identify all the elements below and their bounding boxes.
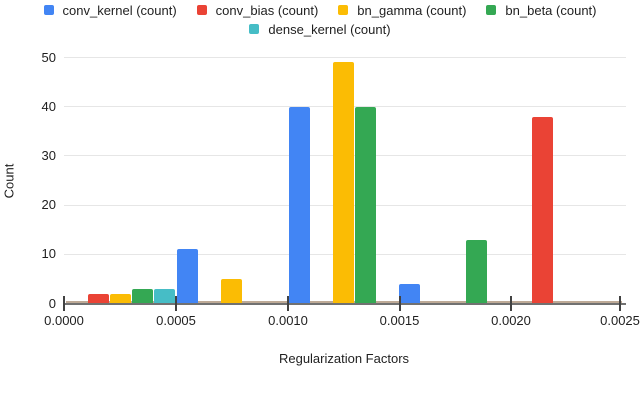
legend-swatch-bn_beta-icon bbox=[486, 5, 497, 15]
legend-label: conv_kernel (count) bbox=[62, 2, 177, 18]
legend-label: dense_kernel (count) bbox=[268, 21, 391, 37]
legend-swatch-conv_kernel-icon bbox=[43, 5, 54, 15]
bar-conv_kernel-4 bbox=[176, 249, 198, 304]
x-tick-label-0.0020: 0.0020 bbox=[491, 313, 531, 328]
bar-conv_kernel-6 bbox=[288, 106, 310, 304]
x-tick-label-0.0010: 0.0010 bbox=[268, 313, 308, 328]
x-tick-mark-0.0010 bbox=[287, 296, 289, 311]
x-tick-mark-0.0005 bbox=[175, 296, 177, 311]
bar-bn_beta-2 bbox=[131, 288, 153, 304]
x-tick-label-0.0005: 0.0005 bbox=[156, 313, 196, 328]
y-tick-label-40: 40 bbox=[41, 98, 56, 114]
bar-bn_gamma-5 bbox=[221, 278, 242, 304]
legend-row-1: conv_kernel (count) conv_bias (count) bn_g… bbox=[0, 1, 640, 19]
legend-swatch-bn_gamma-icon bbox=[338, 5, 349, 15]
y-tick-label-0: 0 bbox=[48, 295, 56, 311]
y-tick-label-10: 10 bbox=[41, 246, 56, 262]
bar-conv_kernel-9 bbox=[398, 283, 420, 304]
x-tick-label-0.0025: 0.0025 bbox=[600, 313, 640, 328]
x-tick-mark-0.0020 bbox=[510, 296, 512, 311]
x-tick-label-0.0015: 0.0015 bbox=[379, 313, 420, 328]
bar-dense_kernel-3 bbox=[153, 288, 175, 304]
bar-bn_gamma-1 bbox=[110, 293, 131, 304]
x-tick-mark-0.0025 bbox=[619, 296, 621, 311]
legend-item-dense_kernel: dense_kernel (count) bbox=[249, 21, 391, 37]
legend-item-bn_beta: bn_beta (count) bbox=[486, 2, 597, 18]
y-axis-title: Count bbox=[1, 163, 17, 199]
legend-label: bn_beta (count) bbox=[505, 2, 597, 18]
legend-item-bn_gamma: bn_gamma (count) bbox=[338, 3, 466, 18]
legend-item-conv_bias: conv_bias (count) bbox=[196, 2, 319, 18]
legend-item-conv_kernel: conv_kernel (count) bbox=[43, 2, 177, 18]
legend-swatch-dense_kernel-icon bbox=[249, 24, 260, 34]
legend-label: bn_gamma (count) bbox=[357, 2, 467, 18]
bar-bn_gamma-7 bbox=[332, 62, 354, 304]
x-tick-mark-0.0015 bbox=[398, 296, 401, 311]
legend-row-2: dense_kernel (count) bbox=[0, 20, 640, 38]
legend-swatch-conv_bias-icon bbox=[196, 5, 207, 15]
x-tick-mark-0.0000 bbox=[63, 296, 65, 311]
x-axis-title: Regularization Factors bbox=[278, 351, 410, 366]
legend-label: conv_bias (count) bbox=[215, 2, 319, 18]
bar-bn_beta-10 bbox=[466, 239, 487, 304]
y-tick-label-20: 20 bbox=[41, 197, 56, 213]
bar-conv_bias-11 bbox=[532, 116, 553, 304]
gridline-y-50 bbox=[64, 57, 626, 58]
bar-bn_beta-8 bbox=[355, 106, 376, 304]
bar-conv_bias-0 bbox=[88, 293, 109, 304]
x-tick-label-0.0000: 0.0000 bbox=[44, 313, 84, 328]
y-tick-label-50: 50 bbox=[41, 49, 56, 65]
y-tick-label-30: 30 bbox=[41, 147, 56, 163]
x-axis-line bbox=[64, 302, 626, 305]
